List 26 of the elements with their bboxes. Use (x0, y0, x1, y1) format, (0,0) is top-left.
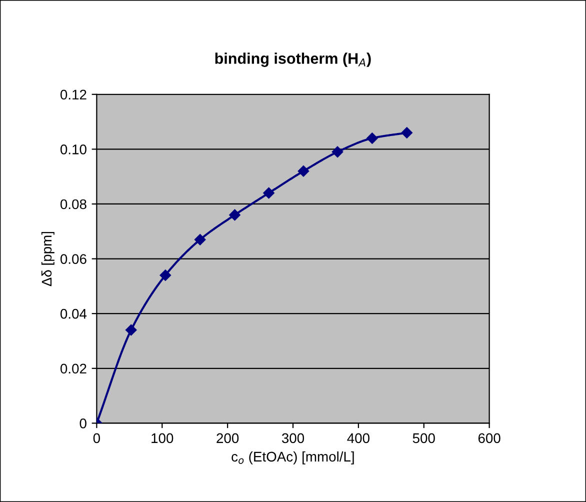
y-axis-title: Δδ [ppm] (41, 232, 54, 286)
x-tick-label: 200 (216, 433, 239, 444)
y-tick-label: 0.02 (60, 364, 86, 374)
point (126, 324, 137, 336)
point (160, 270, 172, 281)
x-tick-label: 100 (152, 433, 174, 444)
point (366, 132, 378, 144)
point (332, 146, 344, 158)
y-tick-label: 0 (80, 418, 86, 428)
x-tick-label: 300 (282, 433, 304, 444)
point (298, 165, 310, 177)
x-tick-label: 400 (347, 433, 370, 444)
point (401, 127, 412, 138)
y-tick-label: 0.12 (60, 90, 86, 100)
x-tick-label: 0 (93, 433, 100, 444)
point (229, 209, 240, 221)
y-tick-label: 0.10 (60, 144, 86, 154)
point (194, 234, 206, 246)
y-tick-label: 0.04 (60, 308, 87, 319)
y-tick-label: 0.08 (60, 199, 86, 210)
point (263, 187, 274, 199)
x-tick-label: 600 (478, 433, 500, 444)
chart-title: binding isotherm (H$_{A}$) (215, 52, 371, 67)
y-tick-label: 0.06 (60, 254, 86, 264)
x-axis-title: c$_{o}$ (EtOAc) [mmol/L] (232, 451, 354, 464)
x-tick-label: 500 (412, 433, 435, 444)
